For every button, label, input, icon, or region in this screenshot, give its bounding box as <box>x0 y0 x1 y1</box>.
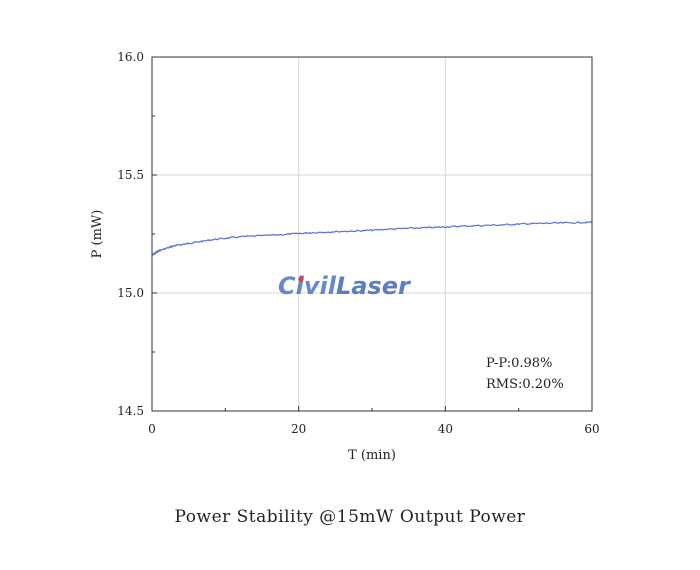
axis-ticks <box>151 56 593 412</box>
series-line <box>151 220 593 256</box>
x-tick-label: 40 <box>438 422 453 436</box>
stats-annotation: P-P:0.98% RMS:0.20% <box>486 356 564 392</box>
plot-area <box>152 57 592 411</box>
y-tick-label: 15.5 <box>117 168 144 182</box>
watermark-accent <box>298 276 304 282</box>
watermark: CivilLaser <box>278 272 412 300</box>
series-layer <box>151 220 593 256</box>
x-tick-label: 20 <box>291 422 306 436</box>
x-tick-label: 60 <box>584 422 599 436</box>
svg-text:CivilLaser: CivilLaser <box>278 272 412 300</box>
y-tick-label: 16.0 <box>117 50 144 64</box>
y-tick-label: 15.0 <box>117 286 144 300</box>
x-tick-label: 0 <box>148 422 156 436</box>
annotation-rms: RMS:0.20% <box>486 377 564 392</box>
annotation-pp: P-P:0.98% <box>486 356 552 371</box>
x-axis-title: T (min) <box>348 448 396 463</box>
y-axis-title: P (mW) <box>90 210 105 259</box>
grid-lines <box>152 57 592 411</box>
figure-caption: Power Stability @15mW Output Power <box>174 507 526 527</box>
y-tick-label: 14.5 <box>117 404 144 418</box>
watermark-laser: Laser <box>336 272 412 300</box>
watermark-civil: Civil <box>278 272 337 300</box>
tick-labels: 0 20 40 60 14.5 15.0 15.5 16.0 <box>117 50 599 436</box>
